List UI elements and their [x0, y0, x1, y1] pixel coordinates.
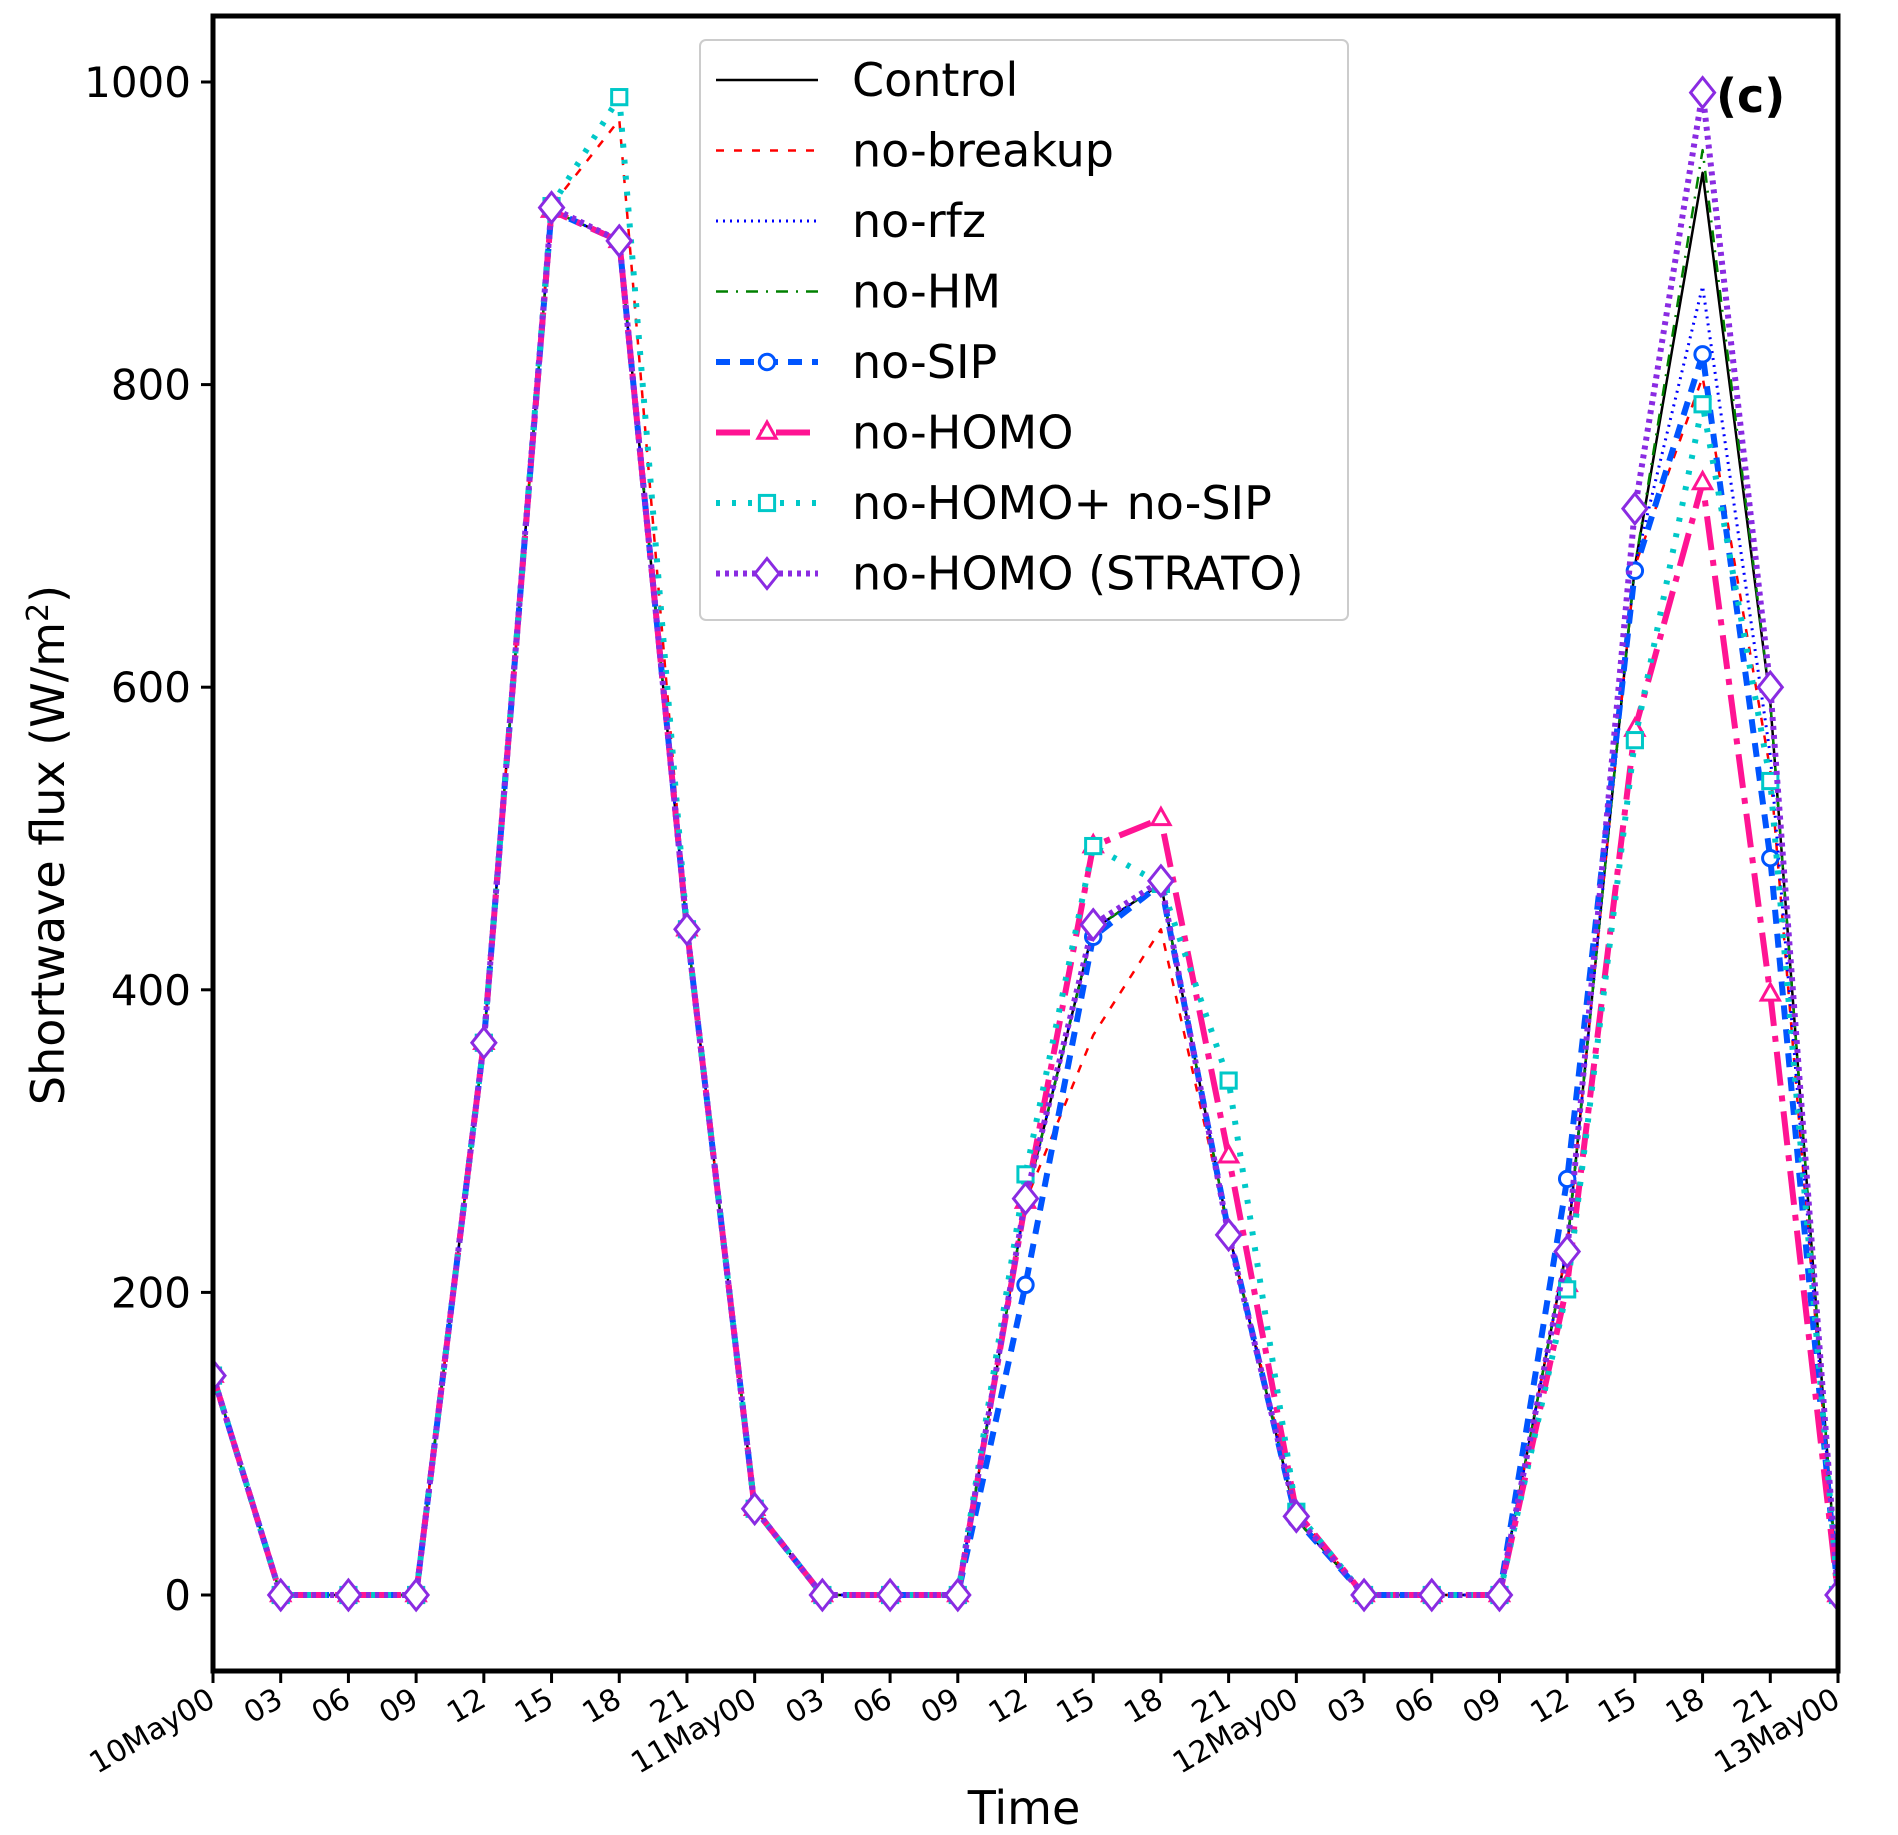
- x-tick-label: 06: [1389, 1682, 1440, 1731]
- legend-entry: no-HOMO: [716, 406, 1073, 460]
- data-point: [1417, 1577, 1446, 1613]
- y-tick-label: 1000: [84, 58, 191, 107]
- x-tick-label: 10May00: [84, 1682, 221, 1781]
- y-axis: 0 200 400 600 800 1000: [84, 58, 213, 1620]
- legend-entries: Control no-breakup no-rfz no-HM no-SIP no-HOM…: [716, 53, 1304, 601]
- x-tick-label: 03: [238, 1682, 289, 1731]
- legend-label: no-HOMO (STRATO): [852, 547, 1304, 601]
- legend-label: no-HOMO: [852, 406, 1073, 460]
- data-point: [1079, 907, 1108, 943]
- data-point: [740, 1491, 769, 1527]
- x-tick-label: 09: [374, 1682, 425, 1731]
- x-tick-label: 12: [1525, 1682, 1576, 1731]
- data-point: [1553, 1234, 1582, 1269]
- legend-entry: no-HM: [716, 265, 1001, 319]
- legend-label: no-SIP: [852, 335, 997, 389]
- legend-entry: no-HOMO (STRATO): [716, 547, 1304, 601]
- legend-label: no-breakup: [852, 124, 1114, 178]
- data-point: [1216, 1142, 1241, 1164]
- x-tick-label: 18: [577, 1682, 628, 1731]
- data-point: [266, 1577, 295, 1613]
- legend-label: no-HM: [852, 265, 1001, 319]
- data-point: [1219, 1071, 1238, 1090]
- x-tick-label: 18: [1660, 1682, 1711, 1731]
- legend-entry: no-breakup: [716, 124, 1114, 178]
- x-tick-label: 09: [915, 1682, 966, 1731]
- data-point: [605, 223, 634, 259]
- data-point: [537, 190, 566, 225]
- data-point: [1620, 491, 1649, 527]
- legend-box: [699, 39, 1349, 621]
- data-point: [1690, 469, 1715, 491]
- data-point: [673, 911, 701, 947]
- data-point: [1350, 1577, 1378, 1613]
- legend-marker: [755, 418, 779, 440]
- legend-label: Control: [852, 53, 1018, 107]
- data-point: [1146, 863, 1175, 899]
- x-tick-label: 12: [983, 1682, 1034, 1731]
- data-point: [1688, 75, 1717, 110]
- x-tick-label: 11May00: [625, 1682, 762, 1781]
- panel-label: (c): [1716, 69, 1785, 123]
- data-point: [610, 88, 629, 107]
- x-tick-label: 18: [1118, 1682, 1169, 1731]
- legend-entry: Control: [716, 53, 1018, 107]
- data-point: [402, 1577, 431, 1613]
- legend-marker: [757, 352, 777, 372]
- data-point: [1756, 669, 1785, 705]
- data-point: [1625, 731, 1644, 750]
- x-tick-label: 06: [848, 1682, 899, 1731]
- x-tick-label: 03: [1321, 1682, 1372, 1731]
- series-layer: [213, 75, 1838, 1613]
- x-tick-label: 03: [780, 1682, 831, 1731]
- x-tick-label: 13May00: [1709, 1682, 1846, 1781]
- y-axis-title-superscript: 2: [21, 603, 56, 622]
- data-point: [1016, 1275, 1035, 1295]
- data-point: [1693, 395, 1712, 414]
- x-tick-label: 15: [1592, 1682, 1643, 1731]
- x-tick-label: 12May00: [1167, 1682, 1304, 1781]
- data-point: [334, 1577, 363, 1613]
- y-tick-label: 0: [164, 1571, 191, 1620]
- legend-label: no-HOMO+ no-SIP: [852, 476, 1272, 530]
- legend-entry: no-SIP: [716, 335, 997, 389]
- data-point: [1758, 980, 1782, 1002]
- y-axis-title: Shortwave flux (W/m2): [21, 585, 75, 1105]
- data-point: [876, 1577, 905, 1613]
- data-point: [1011, 1181, 1040, 1216]
- data-point: [1485, 1577, 1514, 1613]
- y-tick-label: 600: [111, 663, 191, 712]
- x-tick-label: 12: [441, 1682, 492, 1731]
- series-no-homo-strato-: [213, 75, 1838, 1613]
- x-tick-label: 15: [1051, 1682, 1102, 1731]
- legend-entry: no-rfz: [716, 194, 986, 248]
- data-point: [469, 1025, 498, 1061]
- legend: Control no-breakup no-rfz no-HM no-SIP no-HOM…: [699, 39, 1349, 621]
- data-point: [1214, 1217, 1243, 1253]
- data-point: [1282, 1498, 1311, 1534]
- y-tick-label: 800: [111, 361, 191, 410]
- legend-label: no-rfz: [852, 194, 986, 248]
- legend-marker: [757, 493, 777, 513]
- x-axis-title: Time: [967, 1781, 1081, 1835]
- legend-entry: no-HOMO+ no-SIP: [716, 476, 1272, 530]
- x-tick-label: 06: [306, 1682, 357, 1731]
- data-point: [808, 1577, 837, 1613]
- data-point: [943, 1577, 972, 1613]
- y-axis-title-close: ): [21, 585, 75, 603]
- legend-marker: [753, 556, 781, 591]
- data-point: [1824, 1577, 1838, 1613]
- data-point: [213, 1358, 227, 1394]
- data-point: [1084, 836, 1103, 856]
- x-tick-label: 09: [1457, 1682, 1508, 1731]
- y-tick-label: 200: [111, 1268, 191, 1317]
- y-axis-title-main: Shortwave flux (W/m: [21, 622, 75, 1105]
- data-point: [1693, 345, 1712, 364]
- x-tick-label: 15: [509, 1682, 560, 1731]
- data-point: [1149, 805, 1173, 827]
- y-tick-label: 400: [111, 966, 191, 1015]
